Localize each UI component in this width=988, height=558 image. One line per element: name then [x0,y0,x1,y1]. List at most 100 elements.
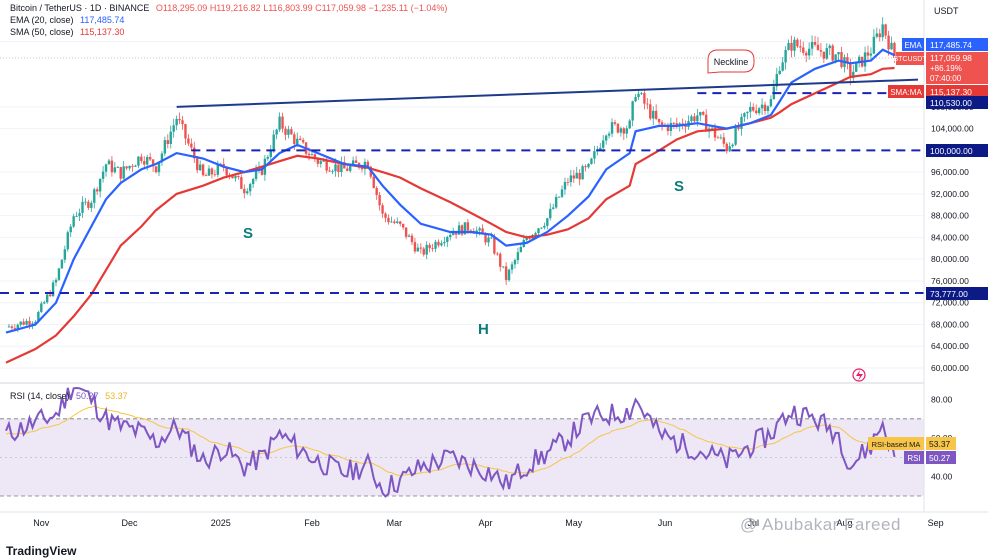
candle-body [296,138,299,145]
candle-body [737,126,740,129]
candle-body [234,176,237,179]
sma-legend[interactable]: SMA (50, close) 115,137.30 [10,26,124,38]
candle-body [60,259,64,269]
rsi-ma-tag: RSI-based MA 53.37 [868,437,956,450]
candle-body [793,39,796,51]
candle-body [463,222,467,235]
candle-body [699,112,702,116]
candle-body [293,134,296,145]
candle-body [649,104,652,119]
candle-body [96,189,99,192]
candle-body [404,227,408,237]
time-tick-label: May [565,518,583,528]
ohlc-change: −1,235.11 (−1.04%) [368,3,448,13]
candle-body [631,101,634,121]
candle-body [351,160,355,166]
candle-body [557,196,561,198]
candle-body [69,226,72,233]
candle-body [178,118,181,121]
time-tick-label: Mar [387,518,403,528]
candle-body [166,140,170,144]
candle-body [75,216,78,217]
candle-body [290,129,293,135]
left-shoulder-label: S [243,225,253,242]
candle-body [657,118,661,123]
alert-flash-icon[interactable] [852,368,866,382]
candle-body [101,171,105,179]
candle-body [381,205,384,214]
ema-tag-value: 117,485.74 [930,40,972,50]
candle-body [269,150,272,158]
candle-body [151,159,155,167]
candle-body [672,122,676,124]
candle-body [654,110,658,119]
price-tick-label: 104,000.00 [931,124,974,134]
candle-body [90,202,93,208]
candle-body [549,208,552,219]
candle-body [225,167,228,176]
candle-body [546,218,549,226]
candle-body [425,244,428,255]
candle-body [460,225,464,235]
candle-body [543,225,546,228]
candle-body [781,62,784,71]
candle-body [37,311,40,322]
candle-body [431,248,434,249]
candle-body [807,48,811,56]
candle-body [148,156,152,160]
ohlc-close: C117,059.98 [315,3,367,13]
time-tick-label: Jun [658,518,673,528]
rsi-tick-label: 80.00 [931,395,953,405]
ema-20-line [5,48,895,334]
candle-body [478,228,481,231]
candle-body [578,172,581,180]
time-tick-label: Jul [747,518,759,528]
candle-body [237,176,240,178]
candle-body [43,302,46,304]
ema-legend[interactable]: EMA (20, close) 117,485.74 [10,14,124,26]
rsi-tag: RSI 50.27 [904,451,956,464]
candle-body [184,124,187,139]
support-resistance-levels [0,92,924,295]
candle-body [240,177,243,189]
candle-body [893,42,896,59]
candle-body [284,128,287,135]
candle-body [622,128,626,134]
candle-body [98,178,102,192]
time-axis[interactable]: Nov Dec 2025 Feb Mar Apr May Jun Jul Aug Sep [33,518,943,528]
price-tick-label: 64,000.00 [931,341,969,351]
candle-body [869,53,873,56]
candle-body [722,137,726,144]
candle-body [822,51,826,59]
level-73777-value: 73,777.00 [930,289,968,299]
candle-body [716,137,720,139]
rsi-legend[interactable]: RSI (14, close) 50.27 53.37 [10,390,128,402]
candle-body [325,160,328,171]
candle-body [275,129,278,135]
candle-body [604,135,608,141]
time-tick-label: Dec [122,518,139,528]
candle-body [207,168,211,176]
candle-body [731,144,734,147]
candle-body [625,128,628,134]
candle-body [569,175,573,183]
candle-body [769,99,773,107]
candle-body [322,160,325,162]
candle-body [210,168,214,175]
candle-body [725,143,728,152]
author-watermark: @ Abubakar Fareed [740,515,901,534]
candle-body [560,189,564,197]
candle-body [846,57,849,64]
candle-body [863,52,867,67]
candle-body [196,158,199,171]
neckline-label: Neckline [714,57,749,67]
candle-body [451,232,455,235]
candle-body [610,122,614,134]
rsi-ma-tag-value: 53.37 [929,439,951,449]
candle-body [122,166,125,179]
candle-body [525,237,528,241]
candle-body [287,129,290,135]
candle-body [301,139,305,143]
ohlc-high: H119,216.82 [209,3,261,13]
symbol-legend: Bitcoin / TetherUS · 1D · BINANCE O118,2… [10,2,447,14]
